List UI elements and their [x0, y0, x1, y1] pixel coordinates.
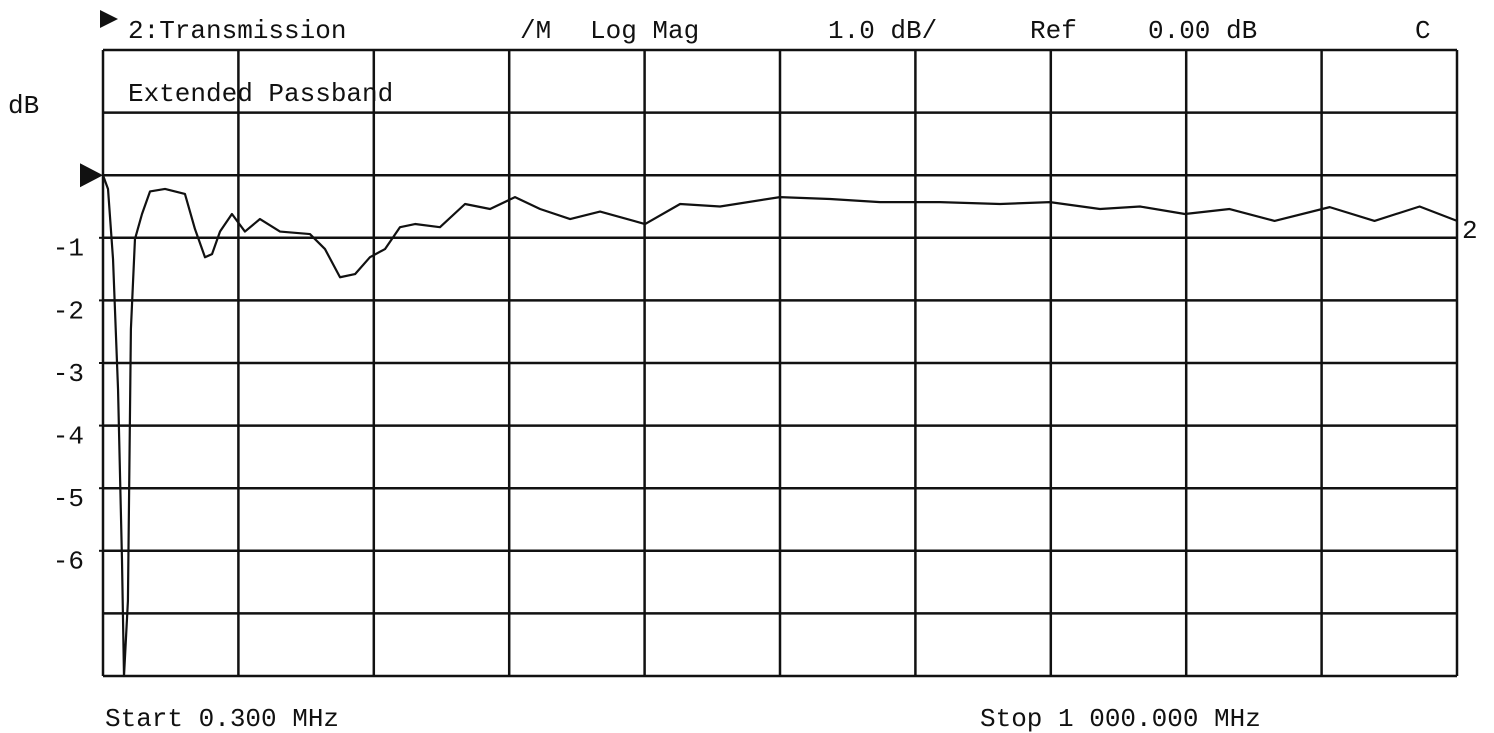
ref-label: Ref: [1030, 16, 1077, 46]
y-axis-label: dB: [8, 91, 39, 121]
chart-title: Extended Passband: [128, 79, 393, 109]
channel-label: 2:Transmission: [128, 16, 346, 46]
trace: [101, 174, 1458, 678]
stop-label: Stop 1 000.000 MHz: [980, 704, 1261, 733]
y-tick-label: -2: [53, 296, 84, 326]
active-channel-marker: [100, 10, 118, 28]
y-tick-label: -1: [53, 234, 84, 264]
format-label: Log Mag: [590, 16, 699, 46]
scale-label: 1.0 dB/: [828, 16, 937, 46]
y-tick-label: -6: [53, 547, 84, 577]
trace-label: 2: [1462, 216, 1478, 246]
correction-flag: C: [1415, 16, 1431, 46]
y-tick-label: -5: [53, 484, 84, 514]
start-label: Start 0.300 MHz: [105, 704, 339, 733]
y-tick-label: -4: [53, 421, 84, 451]
memory-label: /M: [520, 16, 551, 46]
y-tick-label: -3: [53, 359, 84, 389]
reference-marker: [80, 163, 103, 188]
ref-value: 0.00 dB: [1148, 16, 1257, 46]
